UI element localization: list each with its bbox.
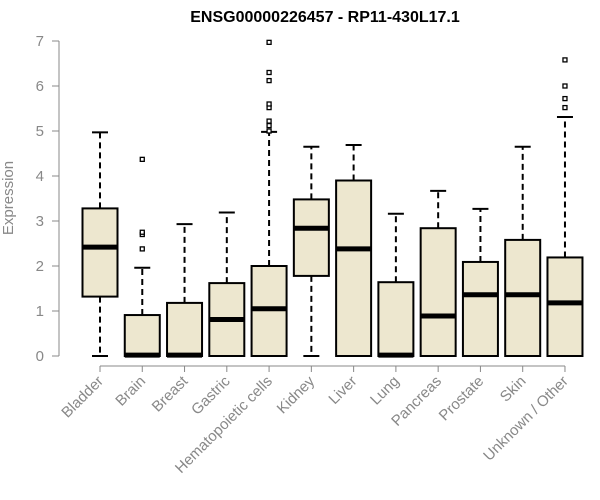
box-iqr: [419, 227, 457, 357]
x-tick-label: Prostate: [436, 373, 488, 425]
box-lung: [377, 212, 415, 358]
y-tick-label: 3: [36, 213, 44, 230]
y-tick-label: 7: [36, 33, 44, 50]
box-unknown-other: [546, 57, 584, 358]
box-iqr: [504, 238, 542, 357]
y-tick-label: 2: [36, 258, 44, 275]
box-gastric: [208, 211, 246, 358]
box-iqr: [377, 281, 415, 358]
box-iqr: [123, 314, 161, 357]
x-tick-label: Breast: [149, 372, 192, 415]
y-tick-label: 6: [36, 78, 44, 95]
box-liver: [335, 143, 373, 357]
box-skin: [504, 145, 542, 357]
box-iqr: [546, 256, 584, 358]
outlier-point: [266, 118, 272, 124]
outlier-point: [562, 83, 568, 89]
box-iqr: [292, 198, 330, 277]
outlier-point: [562, 95, 568, 102]
y-tick-label: 5: [36, 123, 44, 140]
box-bladder: [81, 131, 119, 357]
outlier-point: [266, 39, 272, 45]
outlier-point: [139, 246, 145, 252]
box-iqr: [81, 207, 119, 298]
y-axis-label: Expression: [0, 161, 17, 235]
outlier-point: [266, 69, 272, 76]
outlier-point: [266, 77, 272, 84]
outlier-point: [562, 57, 568, 63]
outlier-point: [266, 101, 272, 107]
box-iqr: [166, 301, 204, 357]
x-tick-label: Skin: [497, 373, 530, 406]
x-tick-label: Bladder: [58, 373, 107, 422]
box-iqr: [335, 179, 373, 357]
outlier-point: [139, 156, 145, 163]
box-breast: [166, 223, 204, 358]
y-tick-label: 0: [36, 348, 44, 365]
box-hematopoietic-cells: [250, 39, 288, 357]
outlier-point: [266, 128, 272, 134]
outlier-point: [266, 122, 272, 129]
box-kidney: [292, 145, 330, 357]
x-tick-label: Liver: [325, 373, 360, 408]
x-tick-label: Lung: [367, 373, 403, 409]
box-brain: [123, 156, 161, 358]
x-tick-label: Kidney: [274, 372, 319, 417]
chart-title: ENSG00000226457 - RP11-430L17.1: [190, 9, 460, 26]
box-iqr: [461, 260, 499, 358]
box-pancreas: [419, 189, 457, 357]
outlier-point: [562, 104, 568, 111]
box-prostate: [461, 207, 499, 358]
outlier-point: [139, 229, 145, 235]
x-tick-label: Brain: [112, 373, 149, 410]
y-tick-label: 4: [36, 168, 44, 185]
y-axis: 0 1 2 3 4 5 6 7: [36, 33, 60, 365]
y-tick-label: 1: [36, 303, 44, 320]
plot-area: [81, 39, 584, 358]
